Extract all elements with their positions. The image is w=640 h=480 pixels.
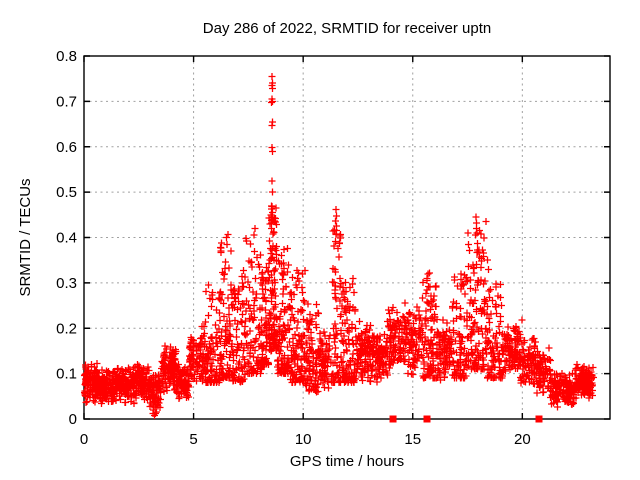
- chart-title: Day 286 of 2022, SRMTID for receiver upt…: [203, 20, 491, 37]
- y-axis-label: SRMTID / TECUs: [17, 178, 34, 296]
- x-tick-label: 5: [189, 431, 197, 448]
- zero-value-square-markers: [389, 415, 543, 423]
- x-tick-labels: 0 5 10 15 20: [80, 431, 531, 448]
- y-tick-label: 0.4: [56, 230, 77, 247]
- y-tick-label: 0.6: [56, 139, 77, 156]
- x-tick-label: 10: [295, 431, 312, 448]
- y-tick-label: 0.2: [56, 320, 77, 337]
- zero-square-marker: [389, 415, 397, 423]
- x-axis-label: GPS time / hours: [290, 453, 404, 470]
- y-tick-label: 0.7: [56, 93, 77, 110]
- gridlines: [84, 56, 610, 419]
- x-tick-label: 15: [404, 431, 421, 448]
- y-tick-label: 0: [69, 411, 77, 428]
- y-tick-label: 0.3: [56, 275, 77, 292]
- y-tick-label: 0.5: [56, 184, 77, 201]
- zero-square-marker: [535, 415, 543, 423]
- y-tick-label: 0.8: [56, 48, 77, 65]
- x-tick-label: 20: [514, 431, 531, 448]
- scatter-points: [81, 73, 597, 419]
- zero-square-marker: [423, 415, 431, 423]
- y-tick-labels: 0 0.1 0.2 0.3 0.4 0.5 0.6 0.7 0.8: [56, 48, 77, 428]
- y-tick-label: 0.1: [56, 366, 77, 383]
- x-tick-label: 0: [80, 431, 88, 448]
